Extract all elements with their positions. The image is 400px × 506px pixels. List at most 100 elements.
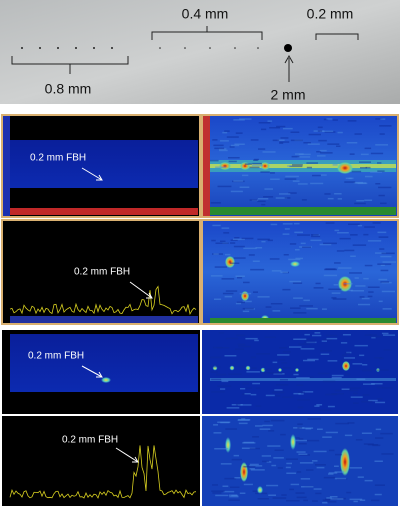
speckle [371,499,380,502]
speckle [213,144,224,147]
speckle [299,462,314,464]
speckle [285,175,299,178]
speckle [265,306,272,308]
speckle [286,462,292,465]
speckle [307,143,320,145]
speckle [210,356,222,359]
speckle [297,423,303,425]
speckle [230,190,243,193]
speckle [298,391,305,393]
speckle [350,396,363,398]
speckle [355,285,366,287]
speckle [352,363,363,365]
speckle [292,282,303,284]
speckle [342,334,351,336]
speckle [230,242,236,244]
speckle [220,240,226,242]
speckle [253,159,258,161]
speckle [362,369,373,372]
speckle [353,402,359,404]
speckle [374,493,382,496]
speckle [283,367,291,369]
speckle [272,361,278,364]
speckle [334,471,345,473]
speckle [339,237,351,240]
speckle [276,384,289,386]
speckle [293,392,301,395]
speckle [248,254,255,256]
speckle [275,197,288,199]
speckle [344,181,356,183]
speckle [377,231,387,234]
speckle [288,192,297,194]
speckle [239,292,252,295]
arrow [81,167,103,181]
speckle [274,449,284,451]
speckle [211,366,221,368]
speckle [315,464,326,466]
speckle [325,393,338,396]
speckle [274,389,283,391]
speckle [285,466,291,469]
holes [21,44,292,52]
speckle [216,347,230,349]
speckle [367,286,380,288]
speckle [233,257,246,259]
speckle [316,404,323,406]
speckle [297,406,304,409]
speckle [242,307,254,310]
speckle [258,122,271,124]
speckle [245,337,258,340]
speckle [223,232,230,234]
speckle [219,149,228,152]
speckle [215,242,229,244]
speckle [315,492,322,495]
speckle [332,119,338,121]
speckle [299,305,313,307]
speckle [322,502,328,504]
speckle [229,495,239,498]
speckle [264,188,273,190]
speckle [306,166,312,169]
speckle [359,499,366,501]
speckle [334,477,347,480]
speckle [350,290,364,292]
speckle [281,362,288,364]
speckle [290,307,301,309]
speckle [351,170,362,173]
speckle [340,342,348,344]
speckle [235,403,241,406]
speckle [346,142,358,144]
speckle [308,133,321,136]
axis-strip [203,116,210,216]
speckle [365,175,373,178]
speckle [249,468,255,470]
speckle [321,340,327,342]
speckle [257,238,270,241]
speckle [364,147,372,150]
speckle [334,389,342,392]
speckle [290,131,300,133]
speckle [252,162,262,165]
speckle [327,405,335,408]
speckle [228,373,242,375]
b-scan-band [10,140,198,188]
speckle [282,288,291,291]
speckle [237,343,246,346]
speckle [348,289,353,292]
speckle [292,180,300,182]
speckle [332,298,347,300]
speckle [243,483,253,486]
speckle [303,499,308,502]
speckle [282,351,291,353]
speckle [307,358,319,361]
photo-label: 0.2 mm [307,6,354,22]
speckle [211,378,222,381]
speckle [257,296,270,298]
speckle [320,353,330,355]
speckle [361,297,370,300]
speckle [250,469,265,471]
speckle [277,467,283,469]
speckle [258,168,264,170]
speckle [364,334,372,336]
